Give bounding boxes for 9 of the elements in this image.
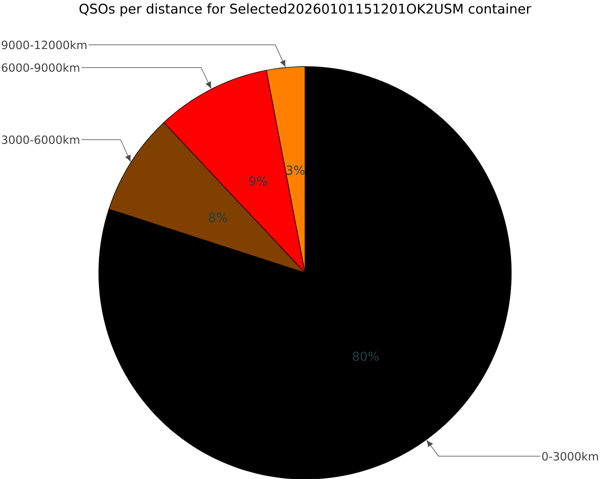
chart-title: QSOs per distance for Selected20260101151201OK2USM container	[80, 3, 532, 16]
data-label: 8%	[209, 212, 228, 222]
slice-label: 6000-9000km	[2, 62, 80, 72]
slice-label: 3000-6000km	[2, 135, 80, 144]
data-label: 9%	[249, 176, 268, 186]
data-label: 80%	[352, 351, 379, 361]
slice-label: 0-3000km	[542, 452, 598, 460]
data-label: 3%	[286, 165, 304, 175]
slice-label: 9000-12000km	[2, 40, 86, 50]
